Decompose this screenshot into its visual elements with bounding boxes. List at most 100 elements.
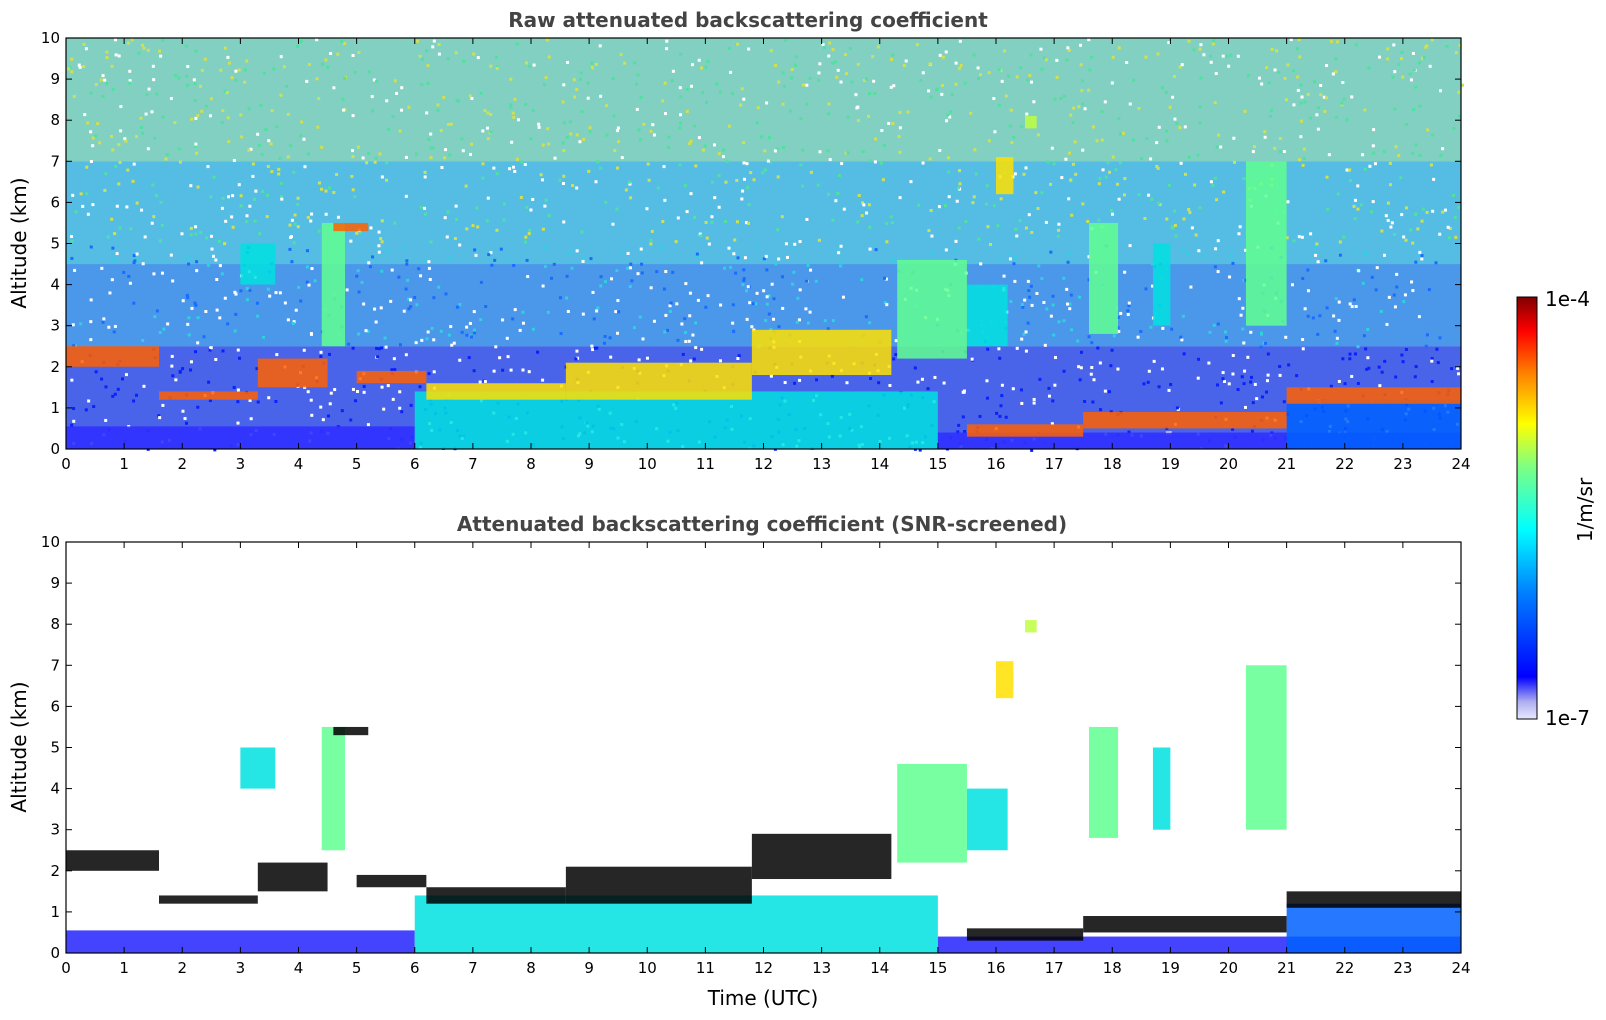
noise-speckle	[662, 287, 666, 291]
noise-speckle	[904, 59, 908, 63]
noise-speckle	[1183, 125, 1187, 129]
noise-speckle	[379, 346, 383, 350]
noise-speckle	[1325, 64, 1329, 68]
noise-speckle	[1002, 274, 1006, 278]
noise-speckle	[881, 178, 885, 182]
noise-speckle	[765, 268, 769, 272]
noise-speckle	[373, 160, 377, 164]
noise-speckle	[385, 161, 389, 165]
noise-speckle	[1421, 56, 1425, 60]
noise-speckle	[407, 105, 411, 109]
noise-speckle	[687, 339, 691, 343]
noise-speckle	[1329, 40, 1333, 44]
noise-speckle	[1053, 383, 1057, 387]
noise-speckle	[101, 320, 105, 324]
noise-speckle	[297, 285, 301, 289]
noise-speckle	[1014, 255, 1018, 259]
noise-speckle	[169, 253, 173, 257]
noise-speckle	[675, 302, 679, 306]
noise-speckle	[1062, 319, 1066, 323]
noise-speckle	[515, 42, 519, 46]
noise-speckle	[220, 206, 224, 210]
noise-speckle	[1132, 78, 1136, 82]
noise-speckle	[543, 265, 547, 269]
noise-speckle	[611, 222, 615, 226]
noise-speckle	[1088, 68, 1092, 72]
noise-speckle	[961, 415, 965, 419]
noise-speckle	[449, 122, 453, 126]
noise-speckle	[710, 215, 714, 219]
noise-speckle	[239, 204, 243, 208]
noise-speckle	[193, 82, 197, 86]
noise-speckle	[1116, 182, 1120, 186]
residual-layer-top-segment	[257, 862, 328, 892]
noise-speckle	[1388, 161, 1392, 165]
noise-speckle	[315, 77, 319, 81]
noise-speckle	[742, 277, 746, 281]
noise-speckle	[784, 38, 788, 42]
noise-speckle	[591, 290, 595, 294]
noise-speckle	[189, 368, 193, 372]
noise-speckle	[1022, 172, 1026, 176]
noise-speckle	[792, 270, 796, 274]
noise-speckle	[1393, 305, 1397, 309]
noise-speckle	[1306, 314, 1310, 318]
noise-speckle	[946, 113, 950, 117]
residual-layer-top-segment	[426, 383, 566, 400]
noise-speckle	[255, 367, 259, 371]
noise-speckle	[666, 146, 670, 150]
x-tick-label: 1	[119, 959, 129, 977]
noise-speckle	[745, 317, 749, 321]
noise-speckle	[170, 364, 174, 368]
noise-speckle	[547, 214, 551, 218]
noise-speckle	[1275, 49, 1279, 53]
noise-speckle	[1300, 235, 1304, 239]
noise-speckle	[1282, 400, 1286, 404]
noise-speckle	[620, 250, 624, 254]
noise-speckle	[1194, 233, 1198, 237]
noise-speckle	[626, 251, 630, 255]
noise-speckle	[1397, 62, 1401, 66]
noise-speckle	[275, 125, 279, 129]
noise-speckle	[615, 207, 619, 211]
noise-speckle	[885, 240, 889, 244]
noise-speckle	[671, 69, 675, 73]
noise-speckle	[1385, 322, 1389, 326]
noise-speckle	[772, 297, 776, 301]
x-tick-label: 12	[754, 959, 773, 977]
x-tick-label: 10	[638, 959, 657, 977]
noise-speckle	[454, 51, 458, 55]
noise-speckle	[82, 64, 86, 68]
noise-speckle	[663, 330, 667, 334]
y-tick-label: 8	[50, 111, 60, 129]
noise-speckle	[1249, 375, 1253, 379]
noise-speckle	[282, 65, 286, 69]
noise-speckle	[234, 78, 238, 82]
noise-speckle	[869, 377, 873, 381]
noise-speckle	[1219, 401, 1223, 405]
noise-speckle	[1434, 261, 1438, 265]
noise-speckle	[142, 46, 146, 50]
noise-speckle	[268, 294, 272, 298]
noise-speckle	[580, 110, 584, 114]
noise-speckle	[1284, 335, 1288, 339]
noise-speckle	[1209, 180, 1213, 184]
noise-speckle	[366, 423, 370, 427]
noise-speckle	[72, 344, 76, 348]
noise-speckle	[1069, 113, 1073, 117]
y-tick-label: 10	[41, 29, 60, 47]
noise-speckle	[1425, 333, 1429, 337]
noise-speckle	[130, 38, 134, 42]
noise-speckle	[1370, 275, 1374, 279]
noise-speckle	[919, 78, 923, 82]
x-tick-label: 24	[1451, 959, 1470, 977]
noise-speckle	[223, 89, 227, 93]
noise-speckle	[623, 61, 627, 65]
noise-speckle	[390, 268, 394, 272]
noise-speckle	[652, 133, 656, 137]
noise-speckle	[645, 356, 649, 360]
noise-speckle	[478, 380, 482, 384]
noise-speckle	[1446, 225, 1450, 229]
noise-speckle	[376, 355, 380, 359]
noise-speckle	[357, 290, 361, 294]
